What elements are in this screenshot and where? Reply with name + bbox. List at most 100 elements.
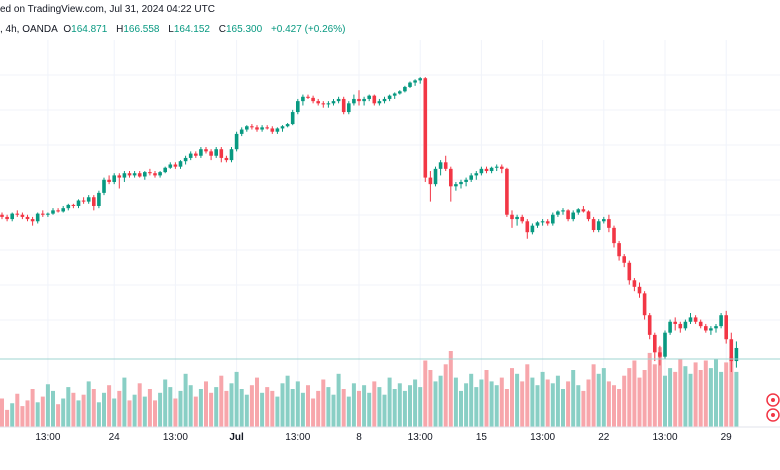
candle [642, 291, 647, 320]
candle [97, 190, 101, 209]
volume-bar [535, 385, 540, 427]
candle [194, 151, 198, 158]
candle [5, 214, 9, 222]
candle [403, 85, 407, 93]
volume-bar [326, 387, 331, 427]
candle [387, 94, 392, 102]
volume-bar [392, 389, 397, 427]
volume-bar [724, 362, 729, 427]
candle [163, 166, 167, 174]
candle [46, 212, 50, 217]
volume-bar [601, 368, 606, 427]
volume-bar [40, 396, 45, 427]
volume-bar [234, 371, 239, 427]
candle [51, 208, 55, 215]
volume-bar [306, 385, 310, 427]
volume-bar [581, 390, 586, 427]
candle [0, 212, 4, 220]
candle [239, 127, 244, 137]
candle [290, 109, 295, 126]
low-value: 164.152 [173, 24, 210, 35]
volume-bar [311, 398, 316, 427]
candle [20, 212, 25, 220]
volume-bar [193, 396, 198, 427]
volume-bar [510, 368, 514, 427]
x-tick-label: 13:00 [163, 432, 188, 443]
candle [265, 125, 269, 130]
volume-bar [566, 381, 571, 427]
candle [515, 214, 519, 226]
volume-bar [703, 360, 708, 427]
candle [449, 166, 453, 202]
candle [428, 171, 433, 202]
candle [285, 122, 290, 128]
volume-bar [280, 383, 285, 427]
volume-bar [561, 389, 565, 427]
volume-bar [382, 394, 387, 427]
candle [199, 147, 203, 158]
candle [500, 164, 504, 174]
volume-bar [56, 404, 61, 427]
candle [255, 125, 259, 132]
volume-bar [224, 390, 229, 427]
candle [183, 155, 188, 165]
volume-marker-icon[interactable] [766, 408, 780, 422]
candle [229, 147, 234, 163]
volume-bar [15, 393, 20, 427]
candle [704, 323, 708, 333]
candle [122, 171, 127, 182]
volume-bar [402, 390, 407, 427]
volume-bar [10, 403, 15, 427]
candle [143, 171, 147, 180]
candle [209, 149, 213, 161]
volume-bar [270, 390, 275, 427]
candle [591, 216, 596, 233]
candle [714, 323, 718, 333]
volume-bar [688, 373, 693, 427]
candle [153, 171, 157, 178]
ohlc-legend: , 4h, OANDA O164.871 H166.558 L164.152 C… [0, 24, 351, 35]
volume-bar [137, 383, 142, 427]
candle [484, 166, 489, 174]
volume-bar [438, 375, 443, 427]
volume-bar [112, 398, 117, 427]
volume-bar [76, 400, 81, 427]
candle [316, 98, 320, 106]
volume-bar [346, 396, 351, 427]
close-label: C [218, 24, 226, 35]
volume-bar [239, 389, 244, 427]
volume-bar [484, 370, 489, 427]
volume-bar [260, 392, 265, 427]
x-tick-label: 22 [598, 432, 610, 443]
volume-bar [173, 398, 178, 427]
volume-bar [550, 383, 555, 427]
volume-bar [351, 383, 356, 427]
candle [188, 151, 193, 161]
volume-bar [66, 387, 71, 427]
volume-bar [596, 373, 601, 427]
candle [540, 219, 545, 226]
volume-bar [729, 356, 734, 427]
close-value: 165.300 [226, 24, 263, 35]
candle [76, 199, 81, 209]
candle [668, 319, 672, 335]
volume-bar [102, 392, 106, 427]
volume-bar [622, 375, 627, 427]
candle [117, 173, 122, 189]
volume-bar [91, 389, 96, 427]
volume-bar [606, 381, 611, 427]
x-tick-label: 13:00 [652, 432, 677, 443]
candle [647, 313, 652, 340]
candle [438, 160, 443, 176]
candle [61, 205, 65, 213]
candle [602, 216, 606, 224]
volume-bar [132, 394, 137, 427]
x-tick-label: 13:00 [285, 432, 310, 443]
volume-bar [209, 392, 214, 427]
candle [709, 326, 713, 335]
volume-marker-icon[interactable] [766, 393, 780, 407]
volume-bar [204, 381, 208, 427]
candle [494, 164, 499, 172]
volume-bar [163, 379, 168, 427]
